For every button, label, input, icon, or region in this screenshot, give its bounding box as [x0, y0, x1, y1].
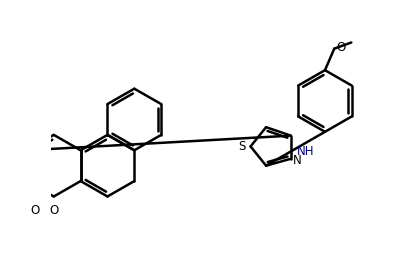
Text: O: O: [49, 204, 58, 217]
Text: O: O: [337, 41, 346, 54]
Text: N: N: [293, 154, 302, 167]
Text: NH: NH: [297, 145, 315, 158]
Text: O: O: [30, 204, 39, 217]
Text: S: S: [239, 140, 246, 153]
